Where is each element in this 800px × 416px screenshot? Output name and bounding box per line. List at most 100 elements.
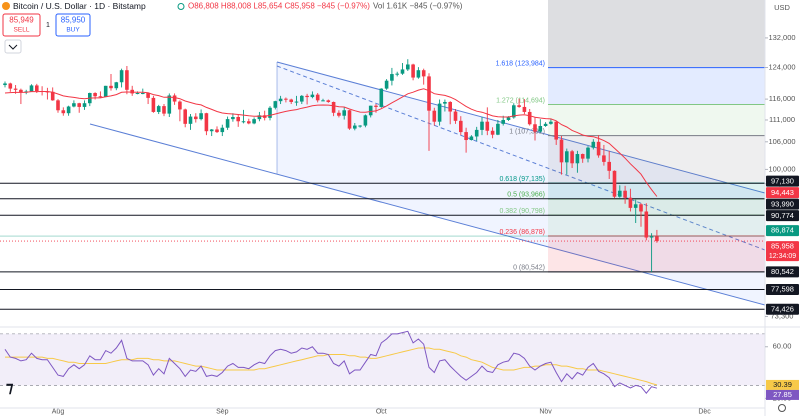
- level-box: [766, 198, 799, 210]
- candle-body: [570, 151, 574, 164]
- candle-body: [347, 110, 352, 129]
- rsi-value-box: [766, 389, 799, 400]
- x-tick-label: Aug: [52, 408, 65, 415]
- candle-body: [400, 69, 405, 74]
- symbol-icon: [2, 2, 10, 10]
- candle-body: [501, 119, 505, 124]
- candle-body: [374, 105, 378, 107]
- candle-body: [172, 95, 177, 102]
- candle-body: [310, 94, 315, 98]
- currency: USD: [774, 3, 790, 12]
- channel-top: [276, 61, 766, 194]
- fib-label: 0.618 (97,135): [499, 176, 545, 183]
- candle-body: [421, 70, 426, 77]
- candle-body: [231, 117, 235, 120]
- candle-body: [416, 70, 421, 78]
- candle-body: [66, 106, 71, 114]
- candle-body: [538, 125, 543, 132]
- level-label: 74,426: [771, 304, 794, 313]
- candle-body: [257, 115, 262, 120]
- candle-body: [565, 151, 569, 163]
- candle-body: [437, 103, 442, 122]
- level-box: [766, 210, 799, 222]
- candle-body: [575, 154, 580, 164]
- candle-body: [225, 119, 230, 128]
- header: Bitcoin / U.S. Dollar · 1D · Bitstamp O8…: [2, 1, 790, 412]
- channel-bottom: [89, 123, 766, 306]
- countdown: 12:34:09: [769, 253, 796, 260]
- level-box: [766, 241, 799, 262]
- candle-body: [98, 96, 103, 98]
- candle-body: [194, 116, 198, 120]
- candle-body: [390, 74, 394, 81]
- level-label: 94,443: [771, 188, 794, 197]
- candle-body: [331, 101, 336, 113]
- market-status: [177, 3, 185, 10]
- candle-body: [300, 95, 304, 102]
- level-label: 86,874: [771, 226, 794, 235]
- chevron: [8, 44, 18, 50]
- candle-body: [368, 105, 373, 116]
- candle-body: [278, 98, 283, 102]
- settings-icon[interactable]: [778, 404, 786, 412]
- candle-body: [183, 109, 187, 124]
- level-box: [766, 225, 799, 237]
- collapse-button[interactable]: [4, 39, 22, 54]
- x-tick-label: Sep: [216, 408, 229, 415]
- candle-body: [459, 120, 463, 133]
- fib-label: 0 (80,542): [513, 265, 545, 272]
- fib-label: 1 (107,391): [509, 128, 545, 135]
- candle-body: [61, 110, 66, 114]
- candle-body: [321, 100, 325, 102]
- candle-body: [141, 93, 145, 95]
- candle-body: [247, 121, 251, 124]
- candle-body: [411, 64, 415, 78]
- sell-button[interactable]: [2, 13, 41, 37]
- candle-body: [406, 64, 410, 70]
- candle-body: [268, 107, 272, 118]
- candle-body: [644, 211, 649, 238]
- candle-body: [236, 117, 240, 122]
- candle-body: [13, 88, 18, 90]
- candle-body: [294, 101, 299, 103]
- sell-label: SELL: [14, 27, 30, 34]
- candle-body: [485, 121, 490, 131]
- rsi-value-label: 30.39: [773, 380, 792, 389]
- buy-button[interactable]: [55, 13, 91, 37]
- level-label: 90,774: [771, 211, 794, 220]
- candle-body: [56, 100, 60, 111]
- candle-body: [522, 106, 527, 112]
- candle-body: [618, 190, 622, 197]
- labels-layer: 132,000 124,000 116,000 111,000 106,000 100,0…: [52, 33, 799, 415]
- ema-line: [4, 88, 658, 197]
- candle-body: [358, 125, 362, 127]
- fib-zone: [548, 183, 765, 199]
- candle-body: [384, 80, 389, 89]
- candle-body: [342, 110, 346, 116]
- candle-body: [35, 85, 39, 92]
- candle-body: [527, 111, 532, 125]
- candle-body: [125, 70, 129, 90]
- candle-body: [188, 116, 193, 124]
- fib-zone: [548, 198, 765, 216]
- candle-body: [284, 98, 288, 100]
- buy-label: BUY: [66, 27, 80, 34]
- channel-mid: [276, 65, 766, 251]
- candle-body: [305, 95, 309, 98]
- candle-body: [639, 204, 643, 212]
- level-box: [766, 187, 799, 199]
- candle-body: [82, 103, 87, 107]
- candle-body: [326, 100, 331, 102]
- candle-body: [474, 129, 479, 137]
- level-box: [766, 266, 799, 278]
- candle-body: [3, 83, 7, 86]
- candle-body: [109, 85, 113, 89]
- candle-body: [204, 113, 209, 132]
- candle-body: [469, 136, 474, 141]
- candle-body: [549, 121, 553, 124]
- level-label: 80,542: [771, 267, 794, 276]
- candle-body: [448, 101, 452, 112]
- candle-body: [649, 236, 654, 238]
